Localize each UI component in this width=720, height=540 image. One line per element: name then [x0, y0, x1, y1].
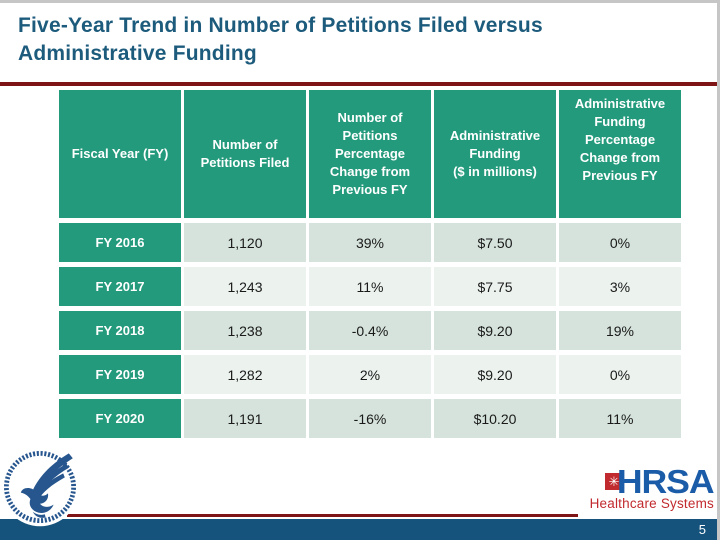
column-header-admin-funding: Administrative Funding ($ in millions)	[434, 90, 556, 218]
hrsa-flower-icon: ✳	[605, 472, 623, 490]
table-cell: 11%	[309, 267, 431, 306]
column-header-petitions-filed: Number of Petitions Filed	[184, 90, 306, 218]
column-header-petitions-change: Number of Petitions Percentage Change fr…	[309, 90, 431, 218]
column-header-fiscal-year: Fiscal Year (FY)	[59, 90, 181, 218]
table-cell: 0%	[559, 355, 681, 394]
table-cell: -16%	[309, 399, 431, 438]
table-cell: 1,120	[184, 223, 306, 262]
footer-bar: 5	[0, 519, 720, 540]
hhs-eagle-logo-icon	[0, 447, 80, 527]
screenshot-border-top	[0, 0, 720, 3]
table-cell: $7.75	[434, 267, 556, 306]
row-header: FY 2020	[59, 399, 181, 438]
table-cell: 1,238	[184, 311, 306, 350]
petitions-funding-table: Fiscal Year (FY) Number of Petitions Fil…	[59, 90, 681, 438]
table-cell: $10.20	[434, 399, 556, 438]
row-header: FY 2017	[59, 267, 181, 306]
table-cell: 11%	[559, 399, 681, 438]
hrsa-subtitle: Healthcare Systems	[589, 496, 714, 511]
table-cell: 19%	[559, 311, 681, 350]
row-header: FY 2016	[59, 223, 181, 262]
table-cell: -0.4%	[309, 311, 431, 350]
table-cell: $7.50	[434, 223, 556, 262]
column-header-funding-change: Administrative Funding Percentage Change…	[559, 90, 681, 218]
title-divider	[0, 82, 720, 86]
table-cell: $9.20	[434, 311, 556, 350]
table-cell: 1,191	[184, 399, 306, 438]
table-cell: 3%	[559, 267, 681, 306]
table-cell: 0%	[559, 223, 681, 262]
screenshot-border-right	[717, 0, 720, 540]
footer-divider	[67, 514, 578, 517]
table-cell: 39%	[309, 223, 431, 262]
table-cell: 1,243	[184, 267, 306, 306]
hrsa-wordmark-row: ✳ HRSA	[605, 463, 715, 500]
table-cell: 1,282	[184, 355, 306, 394]
slide-title: Five-Year Trend in Number of Petitions F…	[18, 14, 543, 65]
page-number: 5	[698, 522, 706, 537]
table-cell: 2%	[309, 355, 431, 394]
hrsa-logo: ✳ HRSA Healthcare Systems	[589, 463, 715, 511]
row-header: FY 2018	[59, 311, 181, 350]
row-header: FY 2019	[59, 355, 181, 394]
hrsa-wordmark: HRSA	[617, 463, 715, 500]
table-cell: $9.20	[434, 355, 556, 394]
